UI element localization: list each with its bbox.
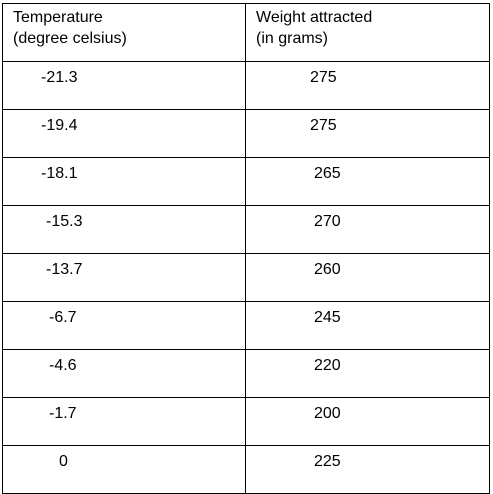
weight-value: 220 bbox=[314, 357, 341, 374]
temperature-cell: -1.7 bbox=[2, 397, 246, 446]
temperature-cell: -18.1 bbox=[2, 157, 246, 206]
weight-header-line2: (in grams) bbox=[256, 30, 329, 47]
temperature-weight-table: Temperature (degree celsius) Weight attr… bbox=[2, 3, 490, 494]
temperature-header-line2: (degree celsius) bbox=[13, 30, 127, 47]
weight-value: 275 bbox=[310, 117, 337, 134]
temperature-cell: -19.4 bbox=[2, 109, 246, 158]
table-row: -18.1 265 bbox=[2, 157, 490, 206]
table-row: -1.7 200 bbox=[2, 397, 490, 446]
table-header-row: Temperature (degree celsius) Weight attr… bbox=[2, 3, 490, 62]
temperature-cell: -6.7 bbox=[2, 301, 246, 350]
weight-cell: 245 bbox=[245, 301, 490, 350]
temperature-value: -18.1 bbox=[41, 165, 78, 182]
temperature-cell: -21.3 bbox=[2, 61, 246, 110]
weight-value: 225 bbox=[314, 453, 341, 470]
weight-cell: 260 bbox=[245, 253, 490, 302]
temperature-cell: 0 bbox=[2, 445, 246, 494]
temperature-cell: -15.3 bbox=[2, 205, 246, 254]
weight-cell: 220 bbox=[245, 349, 490, 398]
temperature-value: -6.7 bbox=[49, 309, 77, 326]
weight-value: 260 bbox=[314, 261, 341, 278]
table-row: -4.6 220 bbox=[2, 349, 490, 398]
table-row: -6.7 245 bbox=[2, 301, 490, 350]
weight-value: 265 bbox=[314, 165, 341, 182]
temperature-value: -1.7 bbox=[49, 405, 77, 422]
weight-cell: 265 bbox=[245, 157, 490, 206]
temperature-value: -19.4 bbox=[41, 117, 78, 134]
weight-cell: 275 bbox=[245, 61, 490, 110]
weight-header-line1: Weight attracted bbox=[256, 9, 373, 26]
table-row: 0 225 bbox=[2, 445, 490, 494]
table-row: -19.4 275 bbox=[2, 109, 490, 158]
temperature-column-header: Temperature (degree celsius) bbox=[2, 3, 246, 62]
table-row: -15.3 270 bbox=[2, 205, 490, 254]
temperature-value: -13.7 bbox=[46, 261, 83, 278]
table-row: -13.7 260 bbox=[2, 253, 490, 302]
weight-value: 275 bbox=[310, 69, 337, 86]
weight-value: 270 bbox=[314, 213, 341, 230]
weight-cell: 200 bbox=[245, 397, 490, 446]
temperature-value: -15.3 bbox=[46, 213, 83, 230]
temperature-cell: -13.7 bbox=[2, 253, 246, 302]
weight-cell: 270 bbox=[245, 205, 490, 254]
weight-value: 245 bbox=[314, 309, 341, 326]
temperature-value: -21.3 bbox=[41, 69, 78, 86]
temperature-value: -4.6 bbox=[49, 357, 77, 374]
table-row: -21.3 275 bbox=[2, 61, 490, 110]
temperature-header-line1: Temperature bbox=[13, 9, 103, 26]
temperature-cell: -4.6 bbox=[2, 349, 246, 398]
weight-value: 200 bbox=[314, 405, 341, 422]
temperature-value: 0 bbox=[59, 453, 68, 470]
weight-cell: 275 bbox=[245, 109, 490, 158]
weight-column-header: Weight attracted (in grams) bbox=[245, 3, 490, 62]
weight-cell: 225 bbox=[245, 445, 490, 494]
